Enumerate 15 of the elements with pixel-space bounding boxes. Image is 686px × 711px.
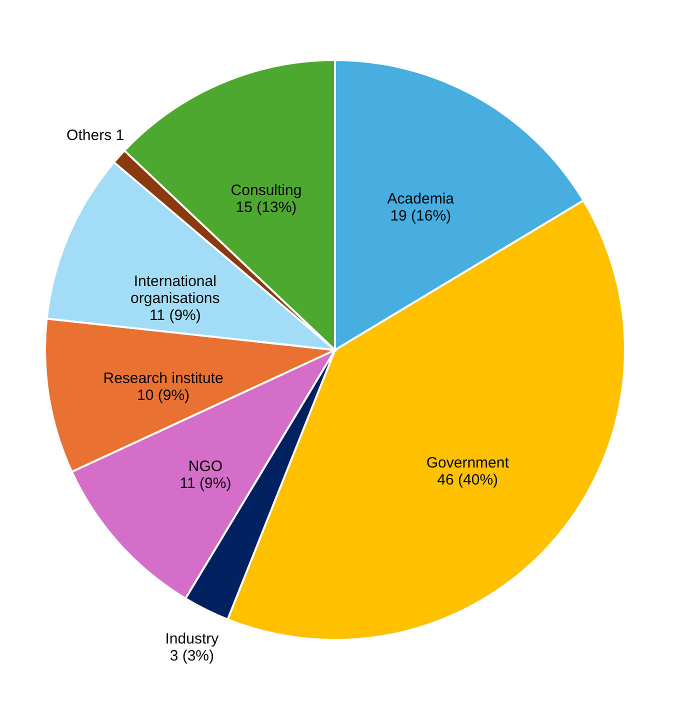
slice-label: Industry	[165, 630, 220, 648]
data-label: 11 (9%)	[149, 307, 201, 324]
data-label: 19 (16%)	[390, 208, 452, 225]
slice-label: Consulting	[230, 182, 302, 200]
slice-label: Others 1	[66, 126, 124, 144]
data-label: 10 (9%)	[137, 387, 190, 404]
slice-label: International organisations	[130, 273, 220, 308]
data-label: 15 (13%)	[236, 199, 297, 216]
slice-label: Academia	[387, 190, 455, 208]
slice-label: NGO	[188, 458, 223, 476]
slice-label: Research institute	[103, 370, 224, 388]
slice-label: Government	[426, 454, 510, 472]
data-label: 3 (3%)	[170, 647, 214, 664]
data-label: 46 (40%)	[437, 472, 498, 489]
data-label: 11 (9%)	[180, 475, 232, 492]
